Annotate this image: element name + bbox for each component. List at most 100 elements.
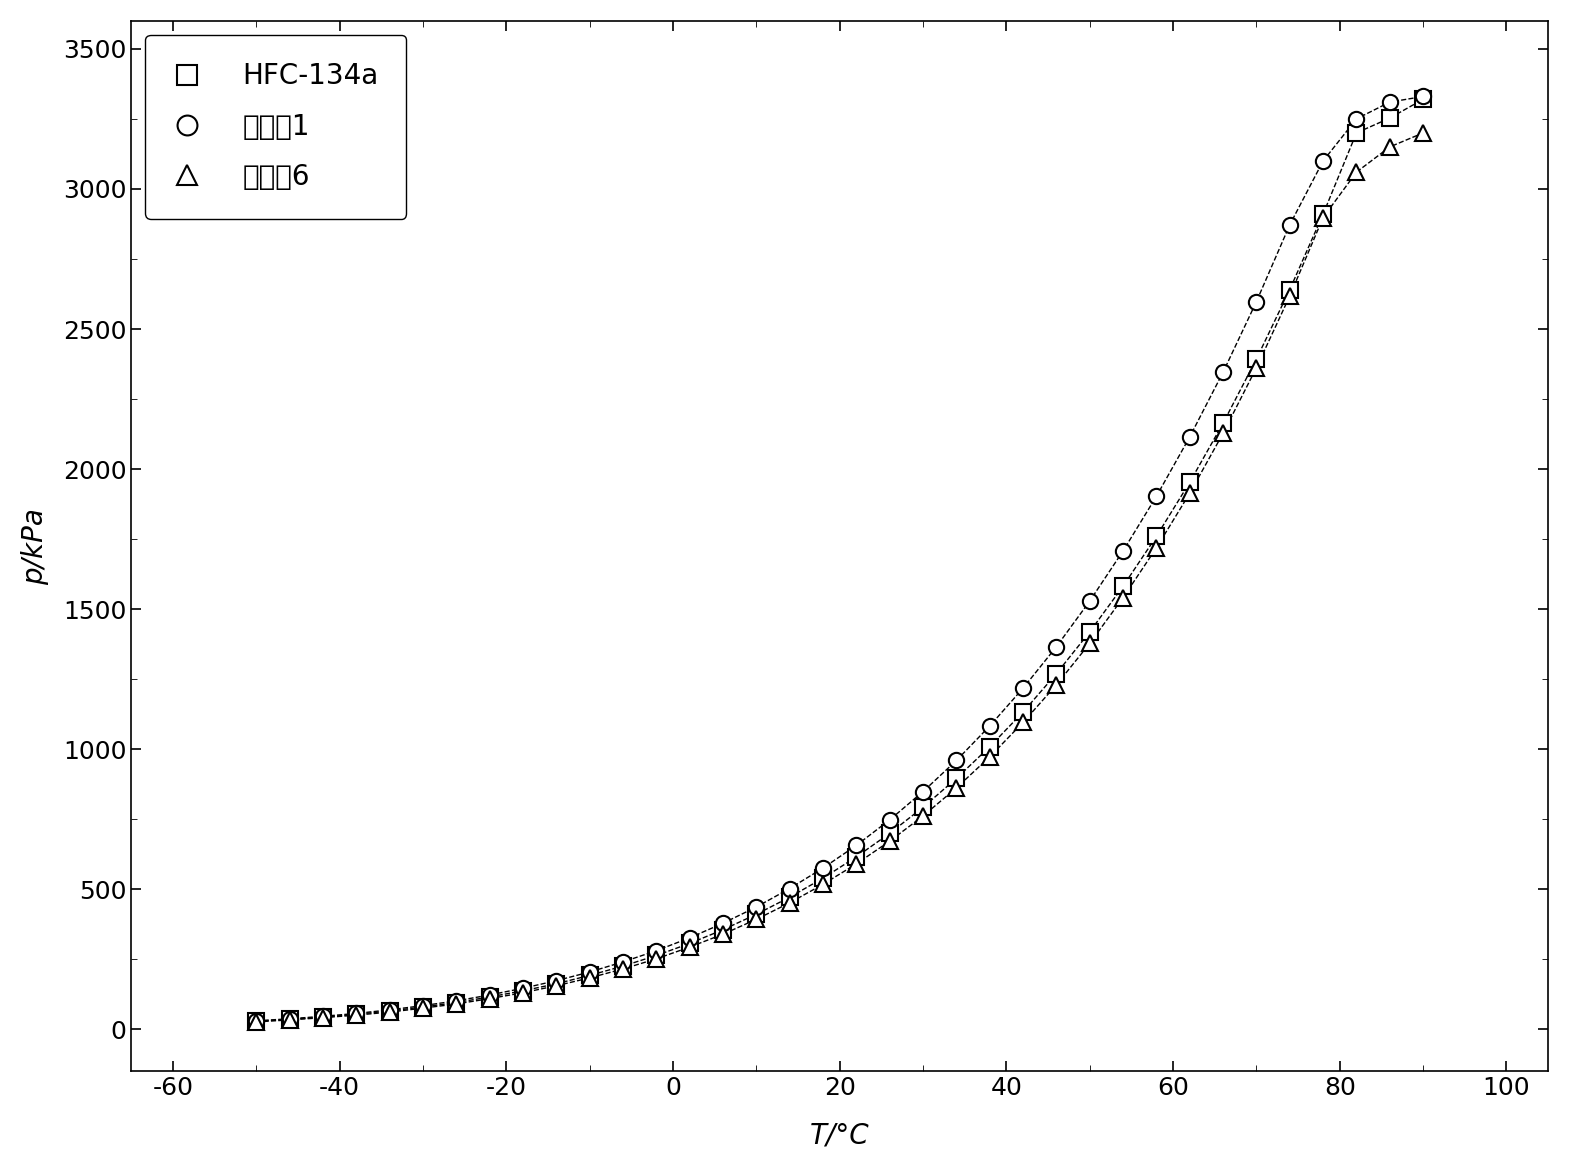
实施例6 <box>380 1005 399 1019</box>
实施例1 <box>1414 89 1432 103</box>
实施例1 <box>1247 295 1266 309</box>
实施例1 <box>1081 594 1100 608</box>
实施例6 <box>913 808 932 823</box>
HFC-134a <box>414 1000 433 1014</box>
HFC-134a <box>747 907 766 921</box>
HFC-134a <box>1047 667 1065 681</box>
HFC-134a <box>646 949 665 963</box>
实施例1 <box>414 999 433 1013</box>
Line: 实施例6: 实施例6 <box>248 125 1431 1030</box>
实施例1 <box>780 881 799 895</box>
实施例6 <box>447 997 466 1011</box>
实施例1 <box>1147 489 1166 503</box>
实施例6 <box>714 927 733 941</box>
实施例6 <box>281 1013 300 1027</box>
实施例1 <box>1114 544 1133 558</box>
HFC-134a <box>548 977 566 991</box>
实施例1 <box>1214 365 1233 379</box>
实施例6 <box>414 1002 433 1016</box>
HFC-134a <box>613 959 632 973</box>
实施例6 <box>613 962 632 976</box>
实施例1 <box>1180 429 1199 443</box>
Line: HFC-134a: HFC-134a <box>248 91 1431 1028</box>
HFC-134a <box>1280 282 1299 296</box>
实施例1 <box>581 965 599 979</box>
实施例6 <box>1381 140 1400 154</box>
实施例1 <box>714 916 733 930</box>
实施例6 <box>246 1014 265 1028</box>
实施例1 <box>513 982 532 996</box>
实施例6 <box>814 878 833 892</box>
实施例1 <box>948 753 967 768</box>
HFC-134a <box>1414 92 1432 106</box>
HFC-134a <box>913 800 932 814</box>
实施例1 <box>814 861 833 875</box>
HFC-134a <box>981 739 999 753</box>
实施例6 <box>1247 360 1266 374</box>
实施例1 <box>613 955 632 969</box>
实施例1 <box>681 931 700 945</box>
实施例1 <box>246 1013 265 1027</box>
HFC-134a <box>681 936 700 950</box>
HFC-134a <box>814 872 833 886</box>
HFC-134a <box>581 969 599 983</box>
HFC-134a <box>281 1012 300 1026</box>
HFC-134a <box>1214 417 1233 431</box>
Legend: HFC-134a, 实施例1, 实施例6: HFC-134a, 实施例1, 实施例6 <box>144 35 406 219</box>
实施例6 <box>681 940 700 954</box>
Line: 实施例1: 实施例1 <box>248 89 1431 1028</box>
实施例1 <box>913 785 932 799</box>
实施例1 <box>880 813 899 827</box>
HFC-134a <box>880 826 899 840</box>
实施例6 <box>847 856 866 870</box>
HFC-134a <box>780 890 799 904</box>
HFC-134a <box>1313 207 1332 221</box>
实施例6 <box>747 913 766 927</box>
实施例1 <box>981 720 999 734</box>
HFC-134a <box>246 1014 265 1028</box>
实施例6 <box>1180 487 1199 501</box>
实施例1 <box>847 839 866 853</box>
实施例6 <box>646 952 665 966</box>
HFC-134a <box>380 1004 399 1018</box>
HFC-134a <box>714 923 733 937</box>
实施例6 <box>1214 426 1233 440</box>
HFC-134a <box>480 990 499 1004</box>
HFC-134a <box>1081 625 1100 639</box>
实施例6 <box>513 985 532 999</box>
X-axis label: T/°C: T/°C <box>810 1121 869 1149</box>
HFC-134a <box>1247 352 1266 366</box>
HFC-134a <box>447 996 466 1010</box>
HFC-134a <box>1014 706 1032 720</box>
实施例1 <box>1280 218 1299 232</box>
实施例6 <box>1414 126 1432 140</box>
实施例1 <box>347 1006 366 1020</box>
实施例6 <box>548 979 566 993</box>
HFC-134a <box>847 849 866 863</box>
实施例1 <box>548 973 566 987</box>
实施例1 <box>1014 681 1032 695</box>
实施例1 <box>447 993 466 1007</box>
实施例1 <box>1381 95 1400 109</box>
实施例6 <box>1147 541 1166 555</box>
实施例6 <box>1081 636 1100 651</box>
实施例6 <box>981 750 999 764</box>
HFC-134a <box>1147 529 1166 543</box>
实施例6 <box>1114 591 1133 605</box>
实施例6 <box>581 971 599 985</box>
实施例6 <box>1047 677 1065 691</box>
实施例1 <box>1313 154 1332 168</box>
HFC-134a <box>948 771 967 785</box>
HFC-134a <box>314 1010 333 1024</box>
Y-axis label: p/kPa: p/kPa <box>20 508 49 585</box>
HFC-134a <box>1180 475 1199 489</box>
HFC-134a <box>347 1007 366 1021</box>
实施例6 <box>480 992 499 1006</box>
实施例1 <box>747 900 766 914</box>
实施例6 <box>1313 211 1332 225</box>
HFC-134a <box>513 984 532 998</box>
实施例1 <box>314 1010 333 1024</box>
实施例6 <box>880 834 899 848</box>
实施例1 <box>480 987 499 1002</box>
实施例1 <box>646 944 665 958</box>
